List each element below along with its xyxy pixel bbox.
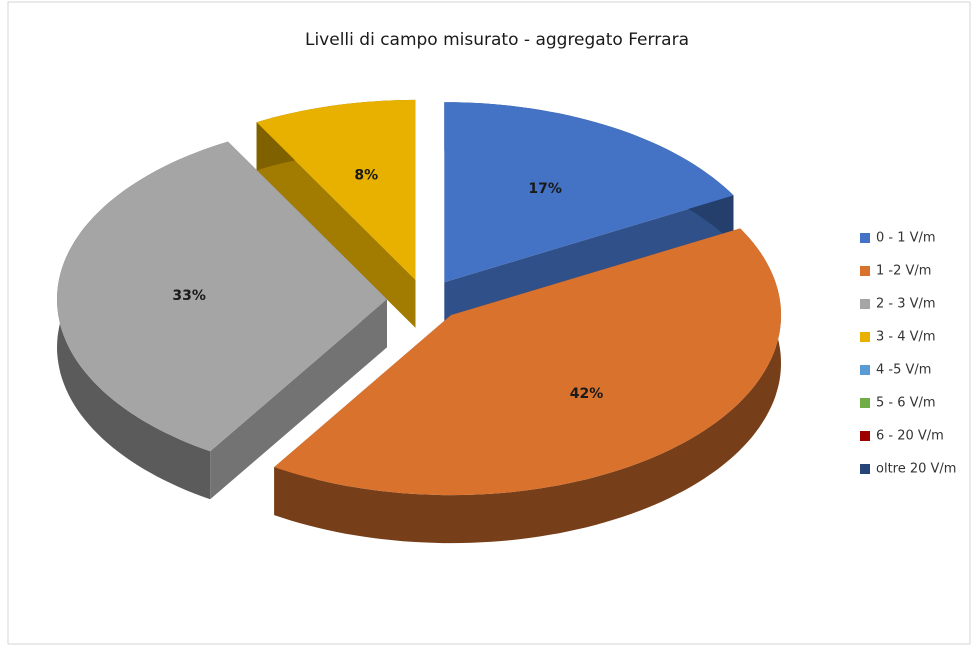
data-label: 42% [570,386,604,402]
slice-side-wall [256,122,416,328]
legend-label: 1 -2 V/m [876,264,931,279]
legend-swatch [860,299,870,309]
data-label: 8% [354,167,378,183]
pie-slice [444,102,734,283]
legend: 0 - 1 V/m 1 -2 V/m 2 - 3 V/m 3 - 4 V/m 4 -5 … [860,231,956,477]
legend-label: 5 - 6 V/m [876,396,936,411]
legend-label: 6 - 20 V/m [876,429,944,444]
data-label: 17% [528,181,562,197]
legend-swatch [860,332,870,342]
slice-outer-wall [274,228,781,544]
chart-title: Livelli di campo misurato - aggregato Fe… [305,30,689,50]
pie-slice [256,99,416,280]
legend-swatch [860,398,870,408]
legend-swatch [860,365,870,375]
legend-label: oltre 20 V/m [876,462,956,477]
pie: 17% 42% 33% 8% [57,99,781,544]
legend-label: 4 -5 V/m [876,363,931,378]
pie-slice [274,228,781,496]
slice-side-wall [210,299,387,500]
legend-swatch [860,233,870,243]
legend-label: 0 - 1 V/m [876,231,936,246]
legend-swatch [860,266,870,276]
data-label: 33% [172,288,206,304]
legend-label: 2 - 3 V/m [876,297,936,312]
legend-label: 3 - 4 V/m [876,330,936,345]
legend-swatch [860,464,870,474]
pie-slice [57,141,387,452]
legend-swatch [860,431,870,441]
